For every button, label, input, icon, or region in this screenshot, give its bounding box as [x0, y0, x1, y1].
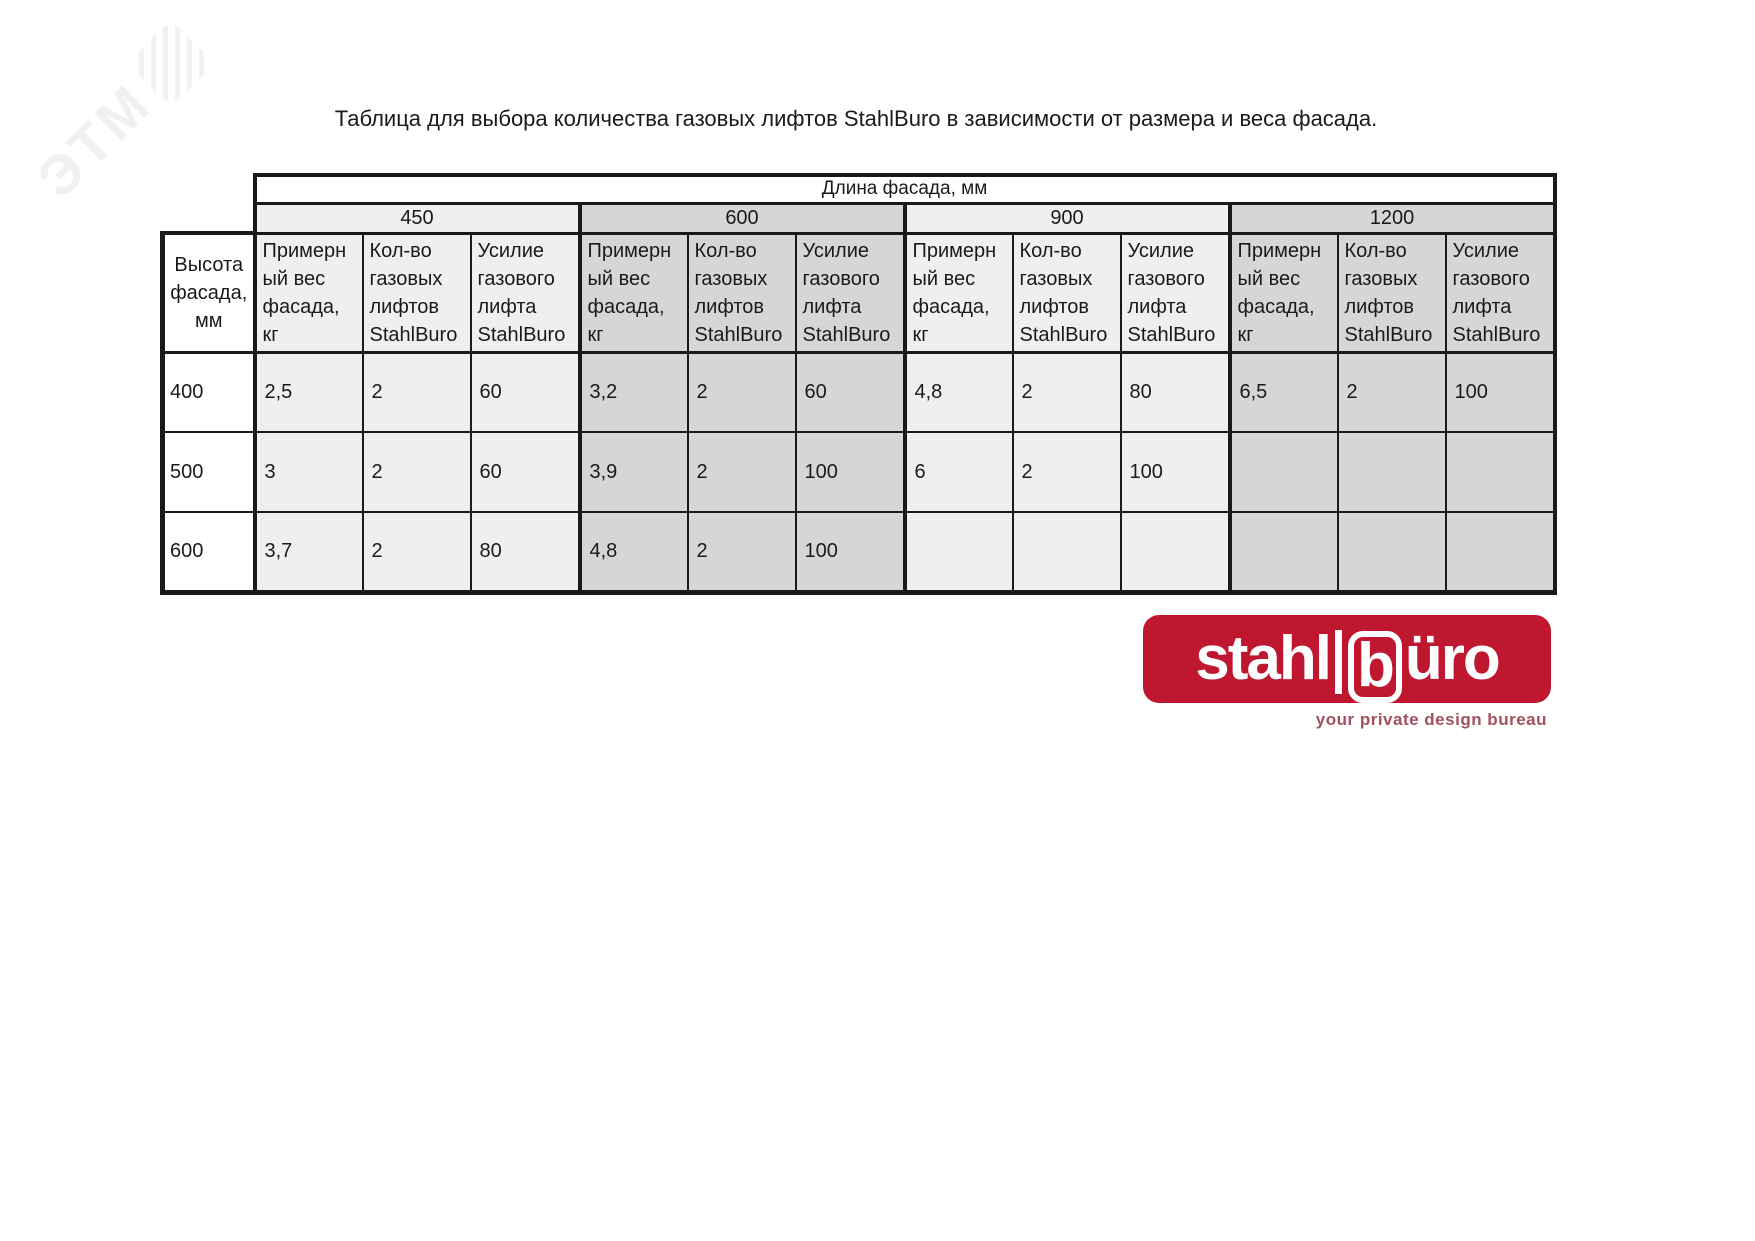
cell: 2 [361, 511, 472, 595]
col-header-force: Усилие газового лифта StahlBuro [1119, 232, 1231, 354]
logo-text-uro: üro [1404, 624, 1501, 693]
group-header-450: 450 [252, 202, 581, 235]
col-header-weight: Примерный вес фасада, кг [1227, 232, 1339, 354]
cell: 3 [252, 431, 364, 513]
cell: 60 [794, 351, 906, 433]
cell: 2 [686, 431, 797, 513]
gas-lift-selection-table: Длина фасада, мм 450 600 900 1200 Высота… [160, 173, 1557, 595]
height-header: Высота фасада, мм [160, 231, 257, 354]
page-title: Таблица для выбора количества газовых ли… [334, 106, 1378, 131]
cell: 6,5 [1227, 351, 1339, 433]
length-header: Длина фасада, мм [252, 173, 1557, 205]
row-label-500: 500 [160, 431, 257, 513]
table-corner-spacer [162, 175, 255, 233]
col-header-qty: Кол-во газовых лифтов StahlBuro [686, 232, 797, 354]
group-header-1200: 1200 [1227, 202, 1557, 235]
row-label-400: 400 [160, 351, 257, 433]
cell: 4,8 [577, 511, 689, 595]
cell [1444, 431, 1557, 513]
cell: 100 [794, 511, 906, 595]
col-header-weight: Примерный вес фасада, кг [902, 232, 1014, 354]
watermark-emblem-icon [127, 19, 215, 107]
col-header-qty: Кол-во газовых лифтов StahlBuro [1336, 232, 1447, 354]
cell: 2 [1336, 351, 1447, 433]
logo-tagline: your private design bureau [1315, 710, 1547, 729]
cell: 3,9 [577, 431, 689, 513]
cell [1011, 511, 1122, 595]
cell [1336, 511, 1447, 595]
stahlburo-logo: stahl b üro your private design bureau [1143, 615, 1551, 730]
stahlburo-logo-badge: stahl b üro [1143, 615, 1551, 703]
cell: 2 [361, 351, 472, 433]
cell: 80 [1119, 351, 1231, 433]
cell: 100 [794, 431, 906, 513]
col-header-force: Усилие газового лифта StahlBuro [469, 232, 581, 354]
cell [902, 511, 1014, 595]
logo-divider-bar [1334, 630, 1342, 694]
cell: 60 [469, 351, 581, 433]
cell: 100 [1444, 351, 1557, 433]
col-header-force: Усилие газового лифта StahlBuro [1444, 232, 1557, 354]
cell [1444, 511, 1557, 595]
cell: 80 [469, 511, 581, 595]
cell: 2 [686, 511, 797, 595]
group-header-900: 900 [902, 202, 1231, 235]
col-header-weight: Примерный вес фасада, кг [252, 232, 364, 354]
row-label-600: 600 [160, 511, 257, 595]
watermark-text: ЭТМ [24, 70, 164, 210]
cell: 3,2 [577, 351, 689, 433]
cell: 2 [361, 431, 472, 513]
cell: 2,5 [252, 351, 364, 433]
cell [1227, 431, 1339, 513]
cell: 3,7 [252, 511, 364, 595]
cell: 4,8 [902, 351, 1014, 433]
logo-boxed-b: b [1347, 631, 1402, 703]
group-header-600: 600 [577, 202, 906, 235]
col-header-weight: Примерный вес фасада, кг [577, 232, 689, 354]
cell [1227, 511, 1339, 595]
col-header-qty: Кол-во газовых лифтов StahlBuro [361, 232, 472, 354]
logo-text-stahl: stahl [1195, 624, 1332, 693]
cell [1119, 511, 1231, 595]
cell: 60 [469, 431, 581, 513]
col-header-qty: Кол-во газовых лифтов StahlBuro [1011, 232, 1122, 354]
cell: 100 [1119, 431, 1231, 513]
cell: 6 [902, 431, 1014, 513]
cell [1336, 431, 1447, 513]
cell: 2 [1011, 431, 1122, 513]
cell: 2 [1011, 351, 1122, 433]
col-header-force: Усилие газового лифта StahlBuro [794, 232, 906, 354]
cell: 2 [686, 351, 797, 433]
